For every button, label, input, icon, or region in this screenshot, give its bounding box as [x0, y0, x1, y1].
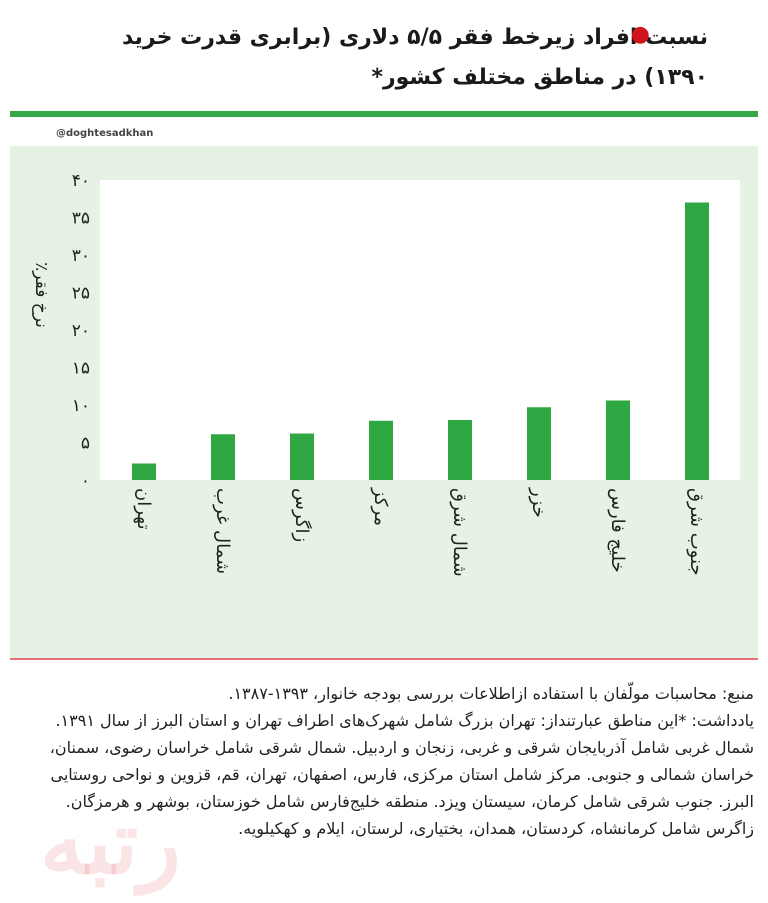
bar: [527, 407, 551, 480]
category-label: مرکز: [370, 487, 391, 526]
category-label: جنوب شرق: [686, 488, 707, 576]
bar: [369, 420, 393, 480]
bar: [132, 463, 156, 480]
category-label: تهران: [133, 488, 154, 529]
note-text: یادداشت: *این مناطق عبارتنداز: تهران بزر…: [49, 711, 754, 838]
y-tick-label: ۲۵: [72, 284, 90, 304]
category-label: خزر: [528, 487, 549, 518]
header-divider: [10, 111, 758, 117]
y-tick-label: ۳۵: [72, 209, 90, 229]
y-tick-label: ۴۰: [72, 171, 90, 191]
bar: [211, 434, 235, 480]
bar: [606, 400, 630, 480]
source-text: منبع: محاسبات مولّفان با استفاده ازاطلاع…: [228, 684, 754, 703]
category-label: زاگرس: [291, 488, 313, 542]
y-axis-label: نرخ فقر٪: [31, 262, 51, 328]
category-label: شمال شرق: [449, 488, 470, 577]
bar: [448, 420, 472, 480]
y-tick-label: ۳۰: [72, 246, 90, 266]
title-bullet-icon: ●: [630, 22, 650, 47]
watermark-handle: @doghtesadkhan: [56, 128, 154, 139]
plot-area: [100, 180, 740, 480]
footer-divider: [10, 658, 758, 660]
chart-title: نسبت افراد زیرخط فقر ۵/۵ دلاری (برابری ق…: [121, 25, 708, 90]
y-tick-label: ۱۵: [72, 359, 90, 379]
y-tick-label: ۵: [81, 434, 90, 454]
category-label: شمال غرب: [212, 488, 233, 574]
y-tick-label: ۰: [81, 471, 90, 491]
bar: [685, 202, 709, 480]
bar: [290, 433, 314, 480]
y-tick-label: ۱۰: [72, 396, 90, 416]
category-label: خلیج فارس: [607, 488, 628, 573]
bar-chart: نرخ فقر٪ ۰ ۵ ۱۰ ۱۵ ۲۰ ۲۵ ۳۰ ۳۵ ۴۰ تهران شمال غرب ز…: [31, 171, 709, 577]
y-tick-label: ۲۰: [72, 321, 90, 341]
